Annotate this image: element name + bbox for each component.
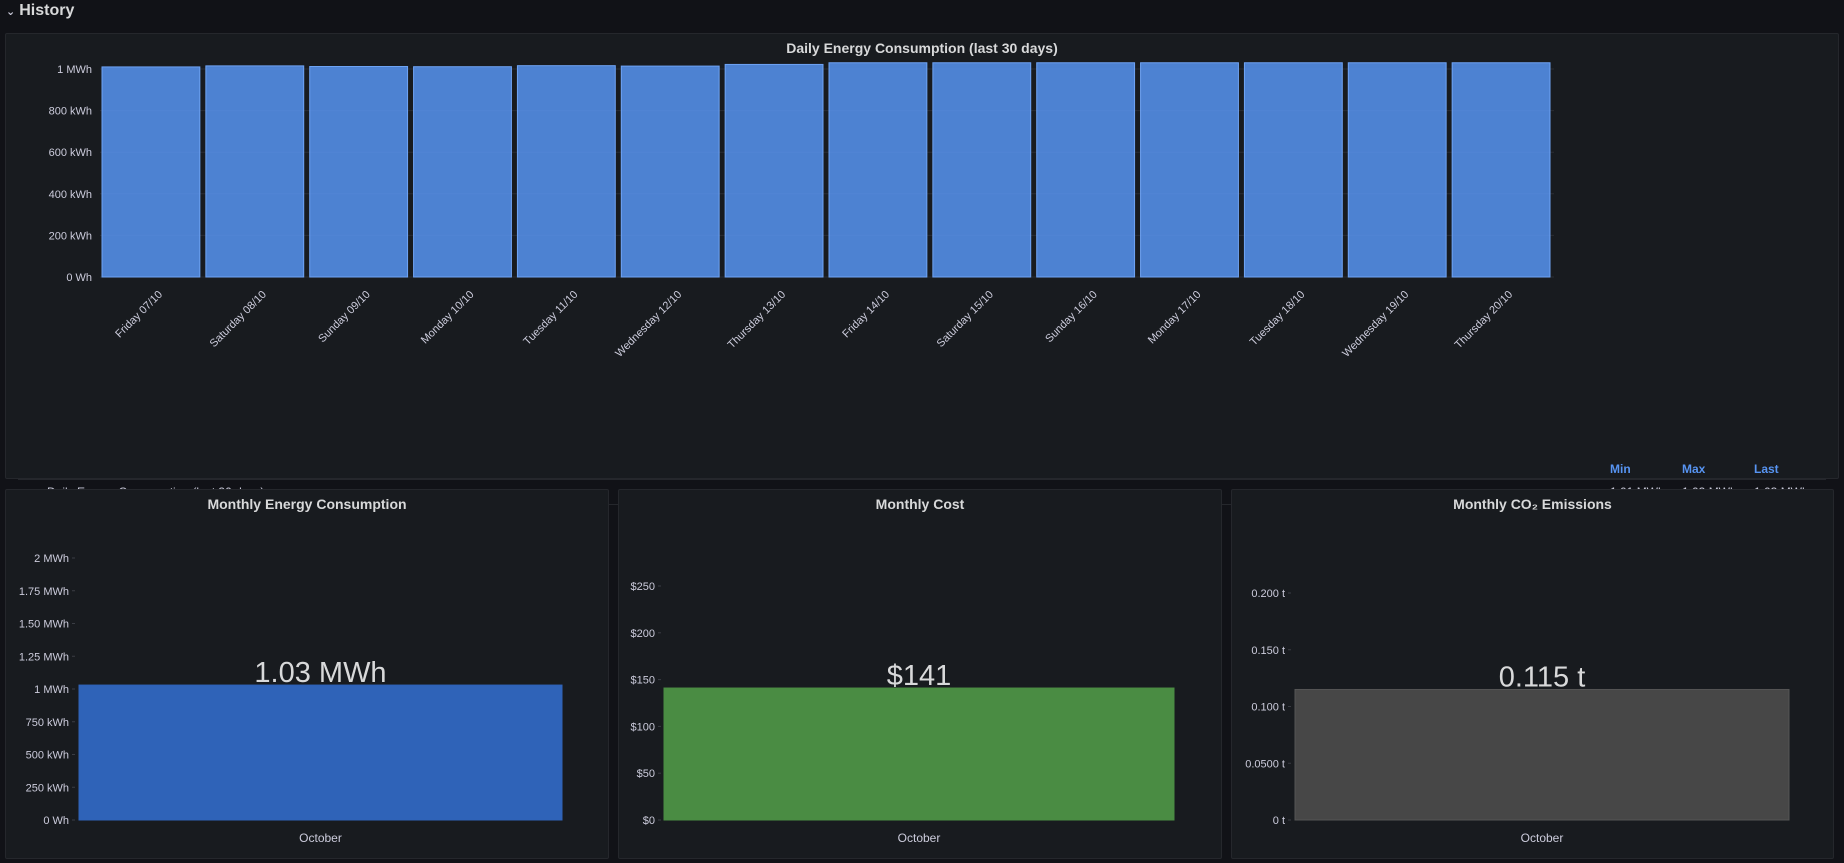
x-tick-label: Tuesday 18/10 bbox=[1248, 289, 1308, 349]
monthly-cost-chart: $0 $50 $100 $150 $200 $250 $141 October bbox=[631, 581, 1175, 845]
x-tick-label: Monday 17/10 bbox=[1146, 289, 1204, 347]
x-tick-label: October bbox=[898, 831, 941, 845]
y-tick-label: 0 t bbox=[1273, 815, 1285, 827]
bar bbox=[309, 66, 409, 278]
y-tick-label: 600 kWh bbox=[49, 147, 92, 159]
panel-title: Daily Energy Consumption (last 30 days) bbox=[786, 40, 1058, 56]
x-tick-label: October bbox=[299, 831, 342, 845]
row-title: History bbox=[19, 2, 75, 19]
y-tick-label: 0.0500 t bbox=[1245, 758, 1285, 770]
chevron-down-icon[interactable]: ⌄ bbox=[6, 5, 16, 18]
bar bbox=[101, 66, 201, 278]
panel-title: Monthly Energy Consumption bbox=[207, 496, 407, 512]
y-tick-label: 1.50 MWh bbox=[19, 619, 69, 631]
y-tick-label: 0 Wh bbox=[43, 815, 69, 827]
bar-value-label: 1.03 MWh bbox=[254, 657, 386, 689]
bar bbox=[620, 65, 720, 278]
bar bbox=[1451, 62, 1551, 278]
monthly-energy-panel: Monthly Energy Consumption 0 Wh 250 kWh 50… bbox=[5, 489, 609, 859]
y-tick-label: 1 MWh bbox=[34, 684, 69, 696]
y-tick-label: $100 bbox=[631, 721, 655, 733]
y-tick-label: $150 bbox=[631, 675, 655, 687]
bar bbox=[1036, 62, 1136, 278]
legend-header-min[interactable]: Min bbox=[1610, 462, 1631, 476]
x-tick-label: Thursday 20/10 bbox=[1453, 289, 1516, 352]
monthly-co2-chart: 0 t 0.0500 t 0.100 t 0.150 t 0.200 t 0.115 t O… bbox=[1245, 588, 1790, 845]
y-tick-label: 500 kWh bbox=[26, 750, 69, 762]
x-tick-label: Wednesday 12/10 bbox=[613, 289, 684, 360]
y-tick-label: 2 MWh bbox=[34, 553, 69, 565]
x-tick-label: Sunday 16/10 bbox=[1043, 289, 1099, 345]
bar bbox=[932, 62, 1032, 278]
monthly-co2-panel: Monthly CO₂ Emissions 0 t 0.0500 t 0.100 t… bbox=[1231, 489, 1834, 859]
monthly-energy-chart: 0 Wh 250 kWh 500 kWh 750 kWh 1 MWh 1.25 MWh 1.… bbox=[19, 553, 563, 845]
x-tick-label: Saturday 08/10 bbox=[208, 289, 269, 350]
panel-title: Monthly CO₂ Emissions bbox=[1453, 496, 1612, 512]
y-tick-label: $200 bbox=[631, 628, 655, 640]
y-tick-label: 1.25 MWh bbox=[19, 651, 69, 663]
bar bbox=[724, 63, 824, 278]
bar-value-label: 0.115 t bbox=[1499, 661, 1586, 693]
y-tick-label: 0.200 t bbox=[1251, 588, 1285, 600]
bar bbox=[1347, 62, 1447, 278]
panel-title: Monthly Cost bbox=[875, 496, 965, 512]
bar bbox=[1140, 62, 1239, 278]
x-tick-label: Wednesday 19/10 bbox=[1340, 289, 1411, 360]
bar bbox=[516, 65, 616, 278]
monthly-cost-panel: Monthly Cost $0 $50 $100 $150 $200 $250 $141 Oc… bbox=[618, 489, 1222, 859]
y-tick-label: $0 bbox=[643, 815, 655, 827]
bar bbox=[1294, 688, 1790, 821]
y-tick-label: 400 kWh bbox=[49, 189, 92, 201]
y-tick-label: $50 bbox=[637, 768, 655, 780]
row-header[interactable]: ⌄ History bbox=[6, 0, 74, 22]
bar bbox=[1243, 62, 1343, 278]
y-tick-label: 750 kWh bbox=[26, 717, 69, 729]
daily-energy-panel: Daily Energy Consumption (last 30 days) … bbox=[5, 33, 1839, 505]
y-tick-label: 250 kWh bbox=[26, 782, 69, 794]
x-tick-label: Tuesday 11/10 bbox=[521, 289, 580, 348]
legend-header-last[interactable]: Last bbox=[1754, 462, 1779, 476]
y-tick-label: $250 bbox=[631, 581, 655, 593]
x-tick-label: Friday 14/10 bbox=[840, 289, 892, 341]
daily-chart: 0 Wh 200 kWh 400 kWh 600 kWh 800 kWh 1 MWh Fri… bbox=[49, 62, 1554, 360]
bar bbox=[78, 684, 563, 821]
bar bbox=[663, 687, 1175, 821]
bar-value-label: $141 bbox=[887, 660, 952, 692]
y-tick-label: 0.100 t bbox=[1251, 702, 1285, 714]
x-tick-label: Sunday 09/10 bbox=[316, 289, 372, 345]
legend-headers: Min Max Last bbox=[1610, 462, 1826, 476]
y-tick-label: 1.75 MWh bbox=[19, 586, 69, 598]
x-tick-label: October bbox=[1521, 831, 1564, 845]
x-tick-label: Saturday 15/10 bbox=[935, 289, 996, 350]
y-tick-label: 200 kWh bbox=[49, 230, 92, 242]
x-tick-label: Thursday 13/10 bbox=[726, 289, 789, 352]
bar bbox=[413, 66, 512, 278]
legend-header-max[interactable]: Max bbox=[1682, 462, 1706, 476]
bar bbox=[828, 62, 928, 278]
y-tick-label: 800 kWh bbox=[49, 106, 92, 118]
y-tick-label: 0 Wh bbox=[66, 272, 92, 284]
x-tick-label: Monday 10/10 bbox=[419, 289, 477, 347]
y-tick-label: 0.150 t bbox=[1251, 645, 1285, 657]
bar bbox=[205, 65, 305, 278]
x-tick-label: Friday 07/10 bbox=[113, 289, 165, 341]
y-tick-label: 1 MWh bbox=[57, 64, 92, 76]
